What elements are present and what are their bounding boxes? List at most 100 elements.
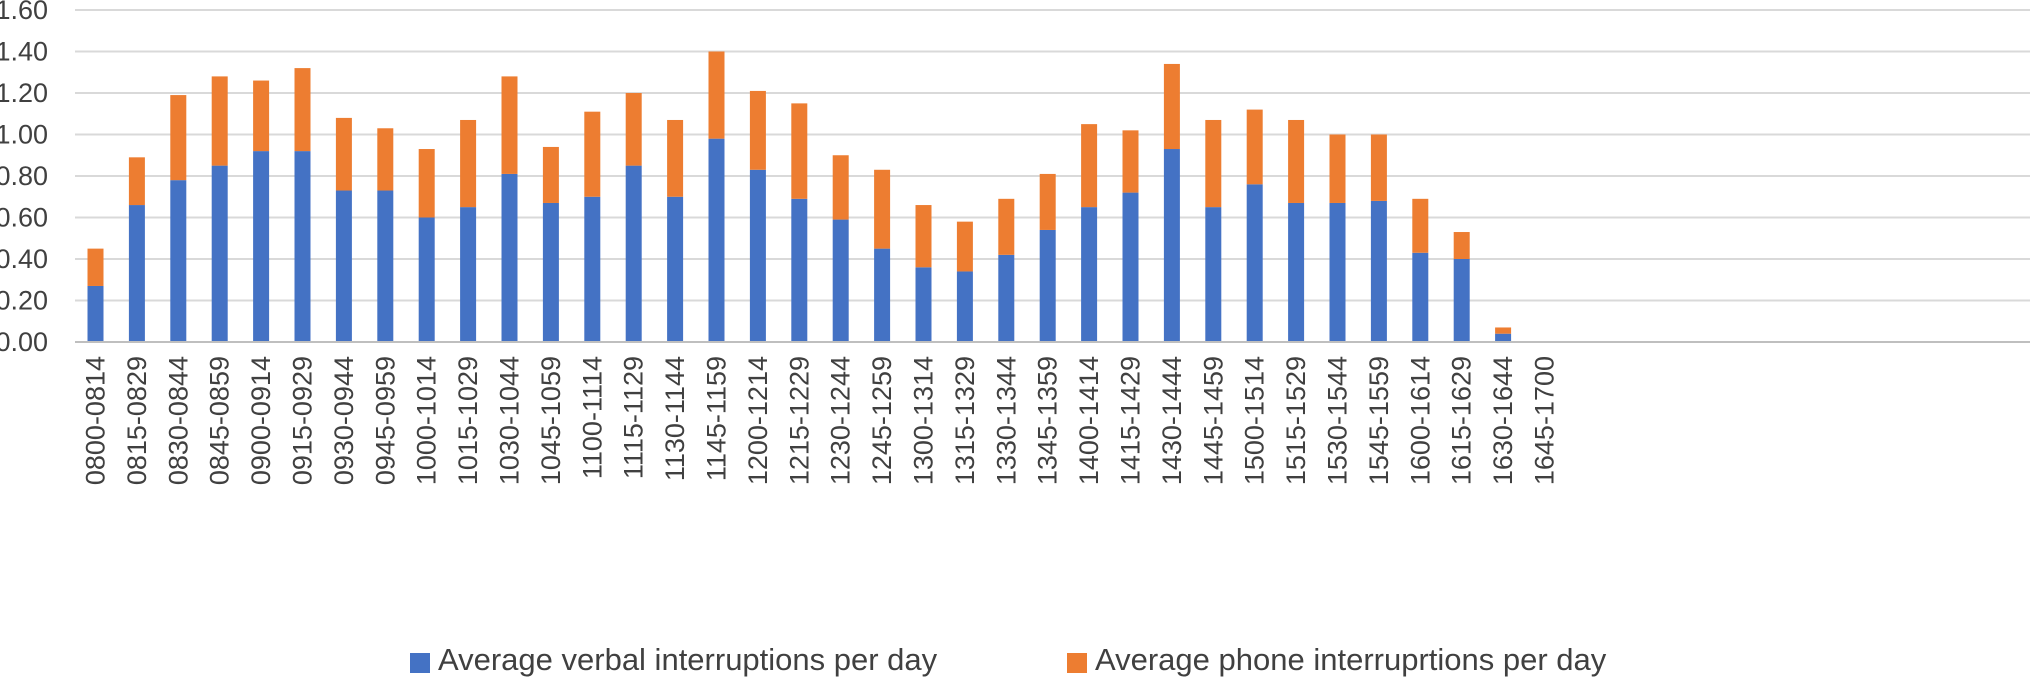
bar-verbal	[1246, 184, 1263, 342]
bar-phone	[1205, 119, 1222, 208]
bar-verbal	[501, 173, 518, 342]
x-tick-label: 1045-1059	[536, 356, 566, 485]
x-tick-label: 1230-1244	[826, 356, 856, 485]
bar-phone	[128, 157, 145, 206]
bar-verbal	[1329, 202, 1346, 342]
x-tick-label: 1630-1644	[1488, 356, 1518, 485]
x-tick-label: 1115-1129	[619, 356, 649, 479]
x-tick-label: 1600-1614	[1405, 356, 1435, 485]
bar-phone	[874, 169, 891, 249]
bar-verbal	[1453, 259, 1470, 342]
x-tick-label: 1415-1429	[1116, 356, 1146, 485]
bar-phone	[1370, 134, 1387, 201]
x-tick-label: 1215-1229	[784, 356, 814, 485]
bar-phone	[708, 51, 725, 139]
x-tick-label: 0800-0814	[81, 356, 111, 485]
bar-phone	[1081, 124, 1098, 208]
x-tick-label: 1430-1444	[1157, 356, 1187, 485]
bar-phone	[211, 76, 228, 166]
bar-phone	[460, 119, 477, 208]
x-tick-label: 1030-1044	[495, 356, 525, 485]
y-tick-label: 1.00	[0, 120, 48, 150]
x-axis-ticks: 0800-0814 0815-0829 0830-0844 0845-0859 0900…	[81, 356, 1560, 485]
x-tick-label: 0845-0859	[205, 356, 235, 485]
bar-phone	[625, 93, 642, 166]
x-tick-label: 1545-1559	[1364, 356, 1394, 485]
y-tick-label: 0.60	[0, 203, 48, 233]
bar-verbal	[253, 151, 270, 342]
bar-verbal	[708, 138, 725, 342]
bar-verbal	[791, 198, 808, 342]
bar-verbal	[170, 180, 187, 342]
bar-verbal	[294, 151, 311, 342]
bar-verbal	[1163, 149, 1180, 342]
bar-verbal	[1495, 333, 1512, 342]
bar-phone	[1122, 130, 1139, 193]
bar-verbal	[625, 165, 642, 342]
x-tick-label: 0930-0944	[329, 356, 359, 485]
bar-phone	[791, 103, 808, 199]
bar-verbal	[418, 217, 435, 342]
x-tick-label: 0815-0829	[122, 356, 152, 485]
x-tick-label: 0945-0959	[370, 356, 400, 485]
bar-verbal	[1205, 207, 1222, 342]
bar-phone	[667, 119, 684, 197]
bar-phone	[749, 90, 766, 170]
y-tick-label: 0.40	[0, 244, 48, 274]
bar-phone	[1039, 173, 1056, 230]
bar-verbal	[956, 271, 973, 342]
bar-verbal	[1288, 202, 1305, 342]
x-tick-label: 1500-1514	[1240, 356, 1270, 485]
bar-phone	[418, 149, 435, 218]
bar-phone	[1453, 232, 1470, 259]
bar-verbal	[1122, 192, 1139, 342]
x-tick-label: 0915-0929	[288, 356, 318, 485]
legend-swatch-phone	[1067, 653, 1087, 673]
y-tick-label: 0.20	[0, 286, 48, 316]
bar-phone	[956, 221, 973, 272]
bar-verbal	[542, 202, 559, 342]
x-tick-label: 1000-1014	[412, 356, 442, 485]
x-tick-label: 1445-1459	[1198, 356, 1228, 485]
bar-verbal	[1039, 229, 1056, 342]
bar-verbal	[667, 196, 684, 342]
bars	[87, 51, 1512, 342]
bar-phone	[1412, 198, 1429, 253]
bar-phone	[1163, 63, 1180, 150]
bar-phone	[1288, 119, 1305, 203]
bar-verbal	[874, 248, 891, 342]
x-tick-label: 1615-1629	[1447, 356, 1477, 485]
y-tick-label: 1.20	[0, 78, 48, 108]
bar-phone	[915, 205, 932, 268]
x-tick-label: 1300-1314	[909, 356, 939, 485]
bar-verbal	[335, 190, 352, 342]
bar-phone	[253, 80, 270, 152]
x-tick-label: 1245-1259	[867, 356, 897, 485]
bar-phone	[542, 146, 559, 203]
x-tick-label: 1645-1700	[1530, 356, 1560, 485]
y-tick-label: 0.00	[0, 327, 48, 357]
bar-verbal	[1412, 252, 1429, 342]
bar-phone	[998, 198, 1015, 255]
bar-phone	[294, 68, 311, 152]
bar-phone	[832, 155, 849, 220]
legend-label-verbal: Average verbal interruptions per day	[438, 642, 938, 677]
bar-verbal	[128, 205, 145, 342]
bar-phone	[584, 111, 601, 197]
x-tick-label: 1015-1029	[453, 356, 483, 485]
bar-verbal	[211, 165, 228, 342]
bar-verbal	[915, 267, 932, 342]
bar-phone	[87, 248, 104, 286]
bar-verbal	[1081, 207, 1098, 342]
x-tick-label: 1345-1359	[1033, 356, 1063, 485]
legend-label-phone: Average phone interruprtions per day	[1095, 642, 1607, 677]
x-tick-label: 1330-1344	[991, 356, 1021, 485]
x-tick-label: 1515-1529	[1281, 356, 1311, 485]
x-tick-label: 1315-1329	[950, 356, 980, 485]
bar-verbal	[584, 196, 601, 342]
bar-verbal	[377, 190, 394, 342]
bar-phone	[1329, 134, 1346, 203]
y-tick-label: 1.60	[0, 0, 48, 25]
bar-phone	[501, 76, 518, 174]
